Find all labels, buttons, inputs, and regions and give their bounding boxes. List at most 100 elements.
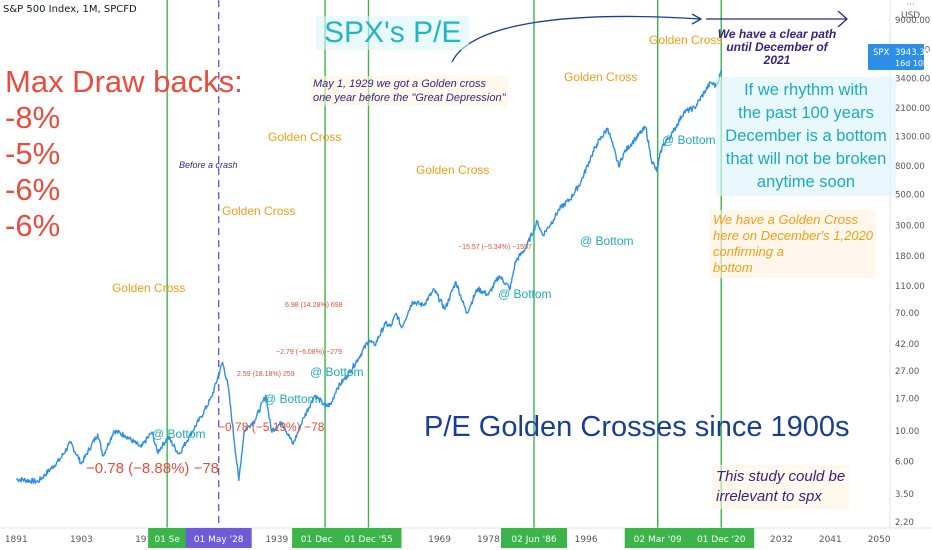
y-tick-label: 2100.00 — [895, 104, 930, 114]
y-tick-label: 70.00 — [895, 309, 919, 319]
rhythm-note: If we rhythm with the past 100 years Dec… — [716, 77, 896, 196]
date-tag-4-bg — [501, 528, 567, 548]
bottom-label-6: @ Bottom — [662, 133, 716, 147]
date-tag-may-28: 01 May '28 — [194, 535, 244, 545]
y-tick-label: 3.50 — [895, 490, 914, 500]
drawdown-label-2: −0.78 (−5.19%) −78 — [218, 420, 325, 434]
y-tick-label: 6.00 — [895, 458, 914, 468]
clear-path-line-3: 2021 — [763, 53, 791, 67]
x-tick-label: 1996 — [575, 535, 598, 545]
dec-2020-line-2: here on December's 1,2020 — [713, 228, 874, 243]
rhythm-line-1: If we rhythm with — [744, 81, 868, 99]
bottom-label-5: @ Bottom — [580, 234, 634, 248]
x-tick-label: 1978 — [477, 535, 500, 545]
bottom-label-1: @ Bottom — [152, 427, 206, 441]
study-note-line-1: This study could be — [716, 468, 846, 485]
study-note-line-2: irrelevant to spx — [716, 488, 822, 505]
max-drawback-4: -6% — [5, 208, 61, 243]
note-1929-line-2: one year before the "Great Depression" — [313, 92, 506, 104]
x-tick-label: 2050 — [868, 535, 891, 545]
x-tick-label: 2041 — [819, 535, 842, 545]
date-tag-1-bg — [148, 528, 187, 548]
drawdown-label-small-1: 2.59 (18.18%) 259 — [237, 371, 295, 378]
drawdown-label-big: −0.78 (−8.88%) −78 — [86, 460, 220, 477]
y-tick-label: 3400.00 — [895, 75, 930, 85]
date-tag-may-28-bg — [185, 528, 252, 548]
golden-cross-label-4: Golden Cross — [416, 163, 490, 177]
golden-cross-label-5: Golden Cross — [564, 70, 638, 84]
date-tag-5-bg — [624, 528, 691, 548]
max-drawback-3: -6% — [5, 172, 61, 207]
note-1929-line-1: May 1, 1929 we got a Golden cross — [313, 78, 487, 90]
note-1929: May 1, 1929 we got a Golden cross one ye… — [310, 76, 509, 106]
rhythm-line-3: December is a bottom — [725, 127, 887, 145]
symbol-line: S&P 500 Index, 1M, SPCFD — [3, 4, 137, 15]
dec-2020-line-4: bottom — [713, 260, 753, 275]
y-tick-label: 17.00 — [895, 395, 919, 405]
y-tick-label: 110.00 — [895, 282, 925, 292]
before-crash-label: Before a crash — [179, 160, 238, 170]
dec-2020-note: We have a Golden Cross here on December'… — [710, 210, 876, 278]
bottom-label-3: @ Bottom — [310, 365, 364, 379]
countdown-label: 16d 10h — [895, 59, 928, 68]
rhythm-line-4: that will not be broken — [725, 150, 887, 168]
y-tick-label: 27.00 — [895, 367, 919, 377]
y-tick-label: 500.00 — [895, 190, 925, 200]
price-series — [16, 69, 723, 484]
drawdown-label-small-2: −2.79 (−6.08%) −279 — [276, 349, 342, 356]
max-drawbacks-title: Max Draw backs: — [5, 64, 243, 99]
study-note: This study could be irrelevant to spx — [712, 465, 850, 509]
x-tick-label: 1939 — [265, 535, 288, 545]
y-tick-label: 9000.00 — [895, 16, 930, 26]
rhythm-line-5: anytime soon — [756, 173, 856, 191]
last-price-value: 3943.35 — [895, 48, 930, 58]
dec-2020-line-3: confirming a — [713, 244, 784, 259]
x-tick-label: 1915 — [135, 535, 158, 545]
spx-pe-title: SPX's P/E — [316, 16, 470, 50]
y-tick-label: 180.00 — [895, 252, 925, 262]
golden-cross-label-2: Golden Cross — [222, 204, 296, 218]
date-tag-6-bg — [688, 528, 755, 548]
golden-cross-label-1: Golden Cross — [112, 281, 186, 295]
max-drawbacks-block: Max Draw backs: -8% -5% -6% -6% — [5, 64, 243, 244]
y-tick-label: 2.20 — [895, 518, 914, 528]
y-tick-label: 800.00 — [895, 162, 925, 172]
x-tick-label: 1891 — [5, 535, 28, 545]
y-tick-label: 1300.00 — [895, 133, 930, 143]
y-tick-label: 300.00 — [895, 221, 925, 231]
clear-path-note: We have a clear path until December of 2… — [708, 28, 846, 67]
y-tick-label: 42.00 — [895, 340, 919, 350]
date-tag-5: 02 Mar '09 — [634, 535, 682, 545]
date-tag-1: 01 Se — [154, 535, 180, 545]
x-tick-label: 2032 — [770, 535, 793, 545]
drawdown-label-small-4: −15.57 (−5.34%) −1557 — [458, 244, 532, 251]
golden-cross-label-6: Golden Cross — [649, 33, 723, 47]
max-drawback-1: -8% — [5, 100, 61, 135]
spx-price-line — [16, 69, 723, 484]
y-tick-label: 10.00 — [895, 427, 919, 437]
date-tag-6: 01 Dec '20 — [697, 535, 746, 545]
last-price-tag: SPX 3943.35 16d 10h — [868, 44, 930, 70]
date-tag-4: 02 Jun '86 — [511, 535, 556, 545]
rhythm-line-2: the past 100 years — [738, 104, 874, 122]
currency-label: ··· USD — [901, 0, 921, 21]
drawdown-label-small-3: 6.98 (14.28%) 698 — [285, 302, 343, 309]
date-tag-3-bg — [335, 528, 402, 548]
bottom-label-2: @ Bottom — [264, 392, 318, 406]
dec-2020-line-1: We have a Golden Cross — [713, 212, 858, 227]
currency-usd: USD — [901, 11, 921, 21]
max-drawback-2: -5% — [5, 136, 61, 171]
x-tick-label: 1903 — [70, 535, 93, 545]
x-tick-label: 1969 — [428, 535, 451, 545]
clear-path-arrowhead-2 — [837, 10, 848, 28]
golden-cross-label-3: Golden Cross — [268, 130, 342, 144]
clear-path-line-1: We have a clear path — [717, 27, 837, 41]
date-tag-2: 01 Dec '47 — [301, 535, 350, 545]
clear-path-line-2: until December of — [726, 40, 828, 54]
ticker-label: SPX — [873, 48, 890, 58]
bottom-label-4: @ Bottom — [498, 287, 552, 301]
date-tag-3: 01 Dec '55 — [344, 535, 393, 545]
main-title: P/E Golden Crosses since 1900s — [424, 411, 850, 443]
clear-path-arrowhead — [691, 13, 703, 25]
